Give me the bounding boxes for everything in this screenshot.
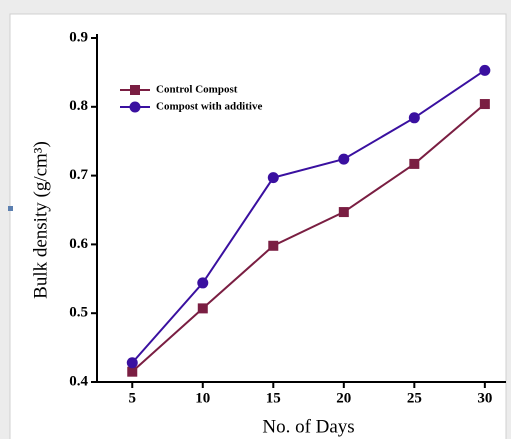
y-tick-label: 0.8 — [69, 98, 88, 114]
x-tick-label: 30 — [477, 390, 492, 406]
data-point — [267, 172, 279, 184]
data-point — [409, 158, 420, 169]
x-tick-label: 5 — [129, 390, 137, 406]
data-point — [479, 99, 490, 110]
y-axis-label: Bulk density (g/cm³) — [30, 141, 51, 299]
series-line — [131, 103, 486, 373]
legend-marker — [129, 101, 141, 113]
data-point — [126, 357, 138, 369]
data-point — [479, 64, 491, 76]
legend-marker — [130, 85, 140, 95]
y-tick-label: 0.5 — [69, 305, 88, 321]
series-line — [131, 69, 486, 364]
x-tick-label: 10 — [195, 390, 210, 406]
legend-label: Control Compost — [156, 84, 238, 96]
data-point — [197, 277, 209, 289]
y-tick-label: 0.9 — [69, 29, 88, 45]
data-point — [338, 153, 350, 165]
data-point — [408, 112, 420, 124]
y-tick-label: 0.4 — [69, 373, 88, 389]
x-tick-label: 25 — [407, 390, 422, 406]
chart-frame — [9, 13, 507, 439]
x-tick-label: 20 — [336, 390, 351, 406]
y-tick-label: 0.7 — [69, 167, 88, 183]
x-axis-label: No. of Days — [262, 416, 354, 437]
data-point — [197, 303, 208, 314]
x-tick-label: 15 — [266, 390, 281, 406]
legend-label: Compost with additive — [156, 101, 262, 113]
y-tick-label: 0.6 — [69, 236, 88, 252]
data-point — [127, 366, 138, 377]
decoration — [8, 206, 13, 211]
data-point — [338, 207, 349, 218]
data-point — [268, 240, 279, 251]
